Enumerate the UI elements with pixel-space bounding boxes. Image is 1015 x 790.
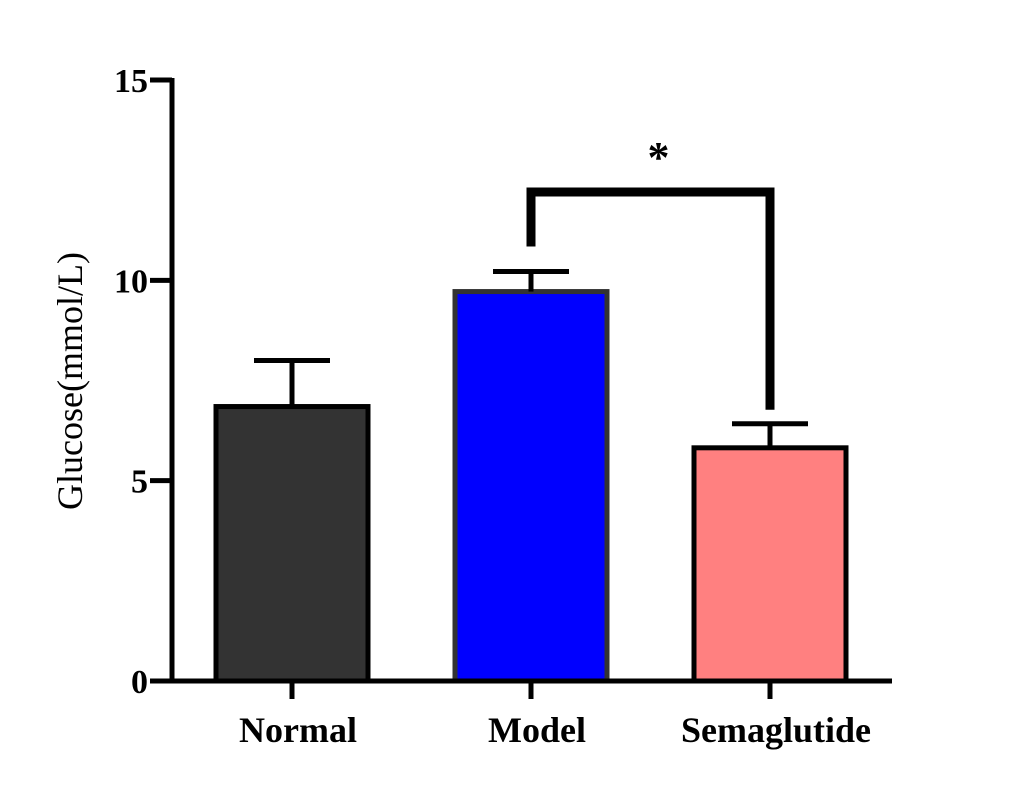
x-tick-label-normal: Normal: [239, 710, 357, 750]
significance-marker: *: [648, 133, 670, 182]
y-tick-label-0: 0: [131, 664, 148, 701]
x-tick-label-model: Model: [488, 710, 586, 750]
bar-model: [452, 289, 610, 684]
bar-normal: [213, 404, 371, 684]
bar-semaglutide: [691, 445, 849, 684]
x-tick-label-semaglutide: Semaglutide: [681, 710, 871, 750]
error-bars-layer: [254, 269, 808, 448]
y-axis-title: Glucose(mmol/L): [50, 252, 90, 510]
y-ticks-layer: 0 5 10 15: [114, 63, 172, 701]
y-tick-label-15: 15: [114, 63, 148, 100]
y-tick-label-5: 5: [131, 464, 148, 501]
bars-layer: [213, 289, 849, 684]
y-tick-label-10: 10: [114, 263, 148, 300]
x-ticks-layer: Normal Model Semaglutide: [239, 681, 871, 750]
annotations-layer: *: [526, 133, 775, 410]
significance-bracket: [526, 187, 775, 410]
